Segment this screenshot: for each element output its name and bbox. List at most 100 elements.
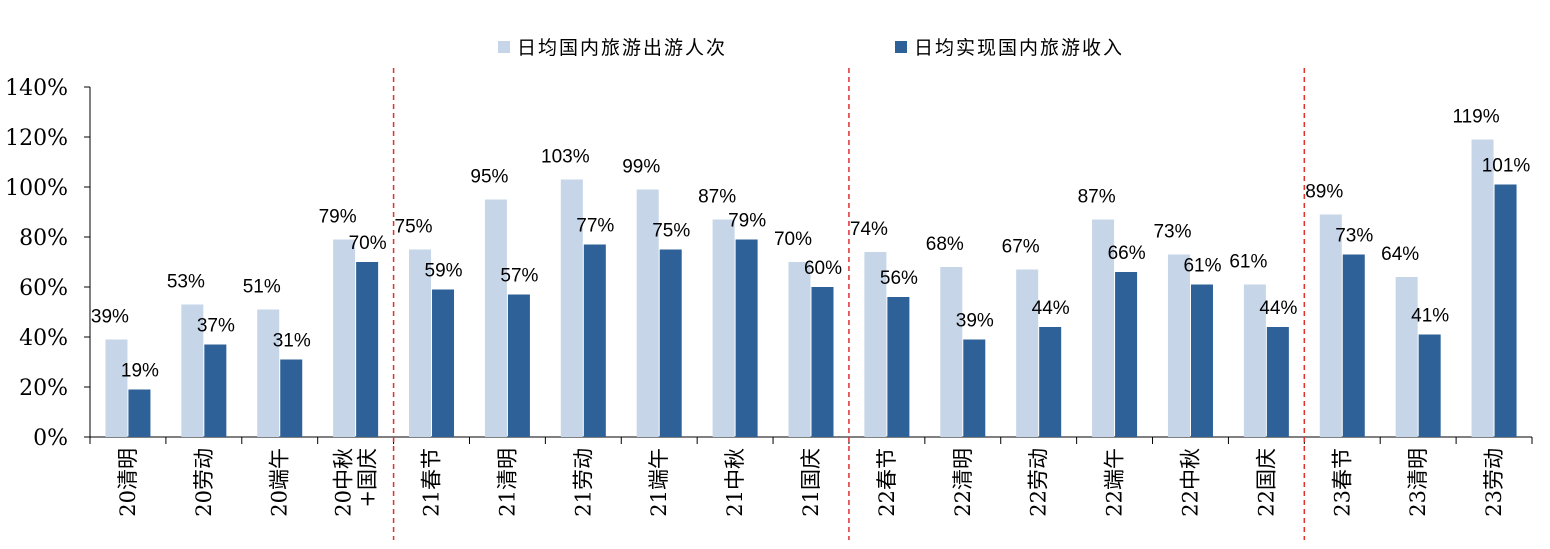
- data-label-series-1: 51%: [243, 277, 281, 298]
- bar-series-2: [583, 244, 606, 437]
- category-label: 20中秋: [332, 448, 356, 517]
- data-label-series-1: 87%: [1078, 187, 1116, 208]
- data-label-series-1: 103%: [541, 147, 590, 168]
- data-label-series-1: 53%: [167, 272, 205, 293]
- year-dividers: [392, 68, 1306, 540]
- data-label-series-2: 41%: [1411, 306, 1449, 327]
- bar-series-1: [1016, 269, 1039, 437]
- bar-series-2: [1418, 334, 1441, 437]
- y-tick-label: 80%: [19, 226, 68, 251]
- bar-series-2: [280, 359, 303, 437]
- legend-swatch-series-2: [895, 41, 907, 53]
- category-label: 22清明: [951, 448, 975, 517]
- bar-series-1: [864, 252, 887, 437]
- category-label: 20劳动: [192, 448, 216, 517]
- category-label: 22国庆: [1254, 448, 1278, 517]
- category-label: 20端午: [268, 448, 292, 517]
- bar-series-2: [128, 389, 151, 437]
- category-label: 21国庆: [799, 448, 823, 517]
- data-label-series-2: 39%: [956, 311, 994, 332]
- bar-series-2: [1494, 184, 1517, 437]
- data-label-series-1: 89%: [1305, 182, 1343, 203]
- bar-series-2: [1039, 327, 1062, 437]
- bar-series-1: [1167, 254, 1190, 437]
- bar-series-1: [105, 339, 128, 437]
- bar-series-2: [659, 249, 682, 437]
- data-label-series-2: 44%: [1032, 298, 1070, 319]
- data-label-series-2: 19%: [121, 361, 159, 382]
- data-label-series-1: 73%: [1153, 222, 1191, 243]
- category-label: +国庆: [356, 448, 380, 508]
- data-label-series-2: 77%: [576, 216, 614, 237]
- data-label-series-2: 57%: [500, 266, 538, 287]
- x-axis: [89, 436, 1533, 444]
- bar-series-1: [560, 179, 583, 437]
- bar-series-1: [181, 304, 204, 437]
- data-label-series-1: 87%: [698, 187, 736, 208]
- data-label-series-2: 60%: [804, 258, 842, 279]
- y-tick-label: 40%: [19, 326, 68, 351]
- y-axis: 0% 20% 40% 60% 80% 100% 120% 140%: [5, 76, 91, 451]
- category-label: 21春节: [420, 448, 444, 517]
- bar-series-2: [887, 297, 910, 437]
- bar-series-1: [1471, 139, 1494, 437]
- data-label-series-2: 56%: [880, 268, 918, 289]
- bar-series-2: [1190, 284, 1213, 437]
- data-label-series-2: 59%: [425, 261, 463, 282]
- category-label: 22端午: [1103, 448, 1127, 517]
- data-label-series-2: 44%: [1259, 298, 1297, 319]
- data-label-series-2: 75%: [652, 221, 690, 242]
- y-tick-label: 120%: [5, 126, 68, 151]
- bar-series-1: [1243, 284, 1266, 437]
- category-label: 22中秋: [1178, 448, 1202, 517]
- data-label-series-2: 70%: [349, 233, 387, 254]
- y-tick-label: 60%: [19, 276, 68, 301]
- bar-series-2: [1115, 272, 1138, 437]
- data-label-series-1: 64%: [1381, 244, 1419, 265]
- category-label: 21清明: [495, 448, 519, 517]
- bar-series-1: [409, 249, 432, 437]
- data-label-series-1: 68%: [926, 234, 964, 255]
- bar-series-2: [811, 287, 834, 437]
- category-label: 21端午: [647, 448, 671, 517]
- bar-series-2: [204, 344, 227, 437]
- bar-series-1: [636, 189, 659, 437]
- category-labels: 20清明 20劳动 20端午 20中秋 +国庆 21春节 21清明 21劳动 21端午 21中秋 2…: [116, 448, 1506, 517]
- category-label: 20清明: [116, 448, 140, 517]
- data-label-series-2: 79%: [728, 211, 766, 232]
- data-label-series-1: 75%: [395, 217, 433, 238]
- bar-series-1: [333, 239, 356, 437]
- y-tick-label: 0%: [33, 426, 68, 451]
- legend-label-series-2: 日均实现国内旅游收入: [914, 37, 1124, 59]
- category-label: 23春节: [1330, 448, 1354, 517]
- bar-series-1: [788, 262, 811, 437]
- data-label-series-2: 31%: [273, 331, 311, 352]
- category-label: 22劳动: [1027, 448, 1051, 517]
- data-label-series-2: 61%: [1183, 256, 1221, 277]
- bar-series-1: [712, 219, 735, 437]
- data-label-series-1: 70%: [774, 229, 812, 250]
- data-label-series-1: 95%: [470, 167, 508, 188]
- category-label: 23劳动: [1482, 448, 1506, 517]
- data-label-series-1: 99%: [622, 157, 660, 178]
- y-tick-label: 20%: [19, 376, 68, 401]
- category-label: 23清明: [1406, 448, 1430, 517]
- bar-series-1: [1092, 219, 1115, 437]
- bar-series-1: [1395, 277, 1418, 437]
- data-labels: 39% 19% 53% 37% 51% 31% 79% 70% 75% 59% 95% 57% 103%…: [91, 107, 1531, 382]
- y-tick-label: 140%: [5, 76, 68, 101]
- y-tick-label: 100%: [5, 176, 68, 201]
- bar-series-2: [432, 289, 455, 437]
- data-label-series-2: 66%: [1108, 243, 1146, 264]
- data-label-series-1: 61%: [1229, 252, 1267, 273]
- bar-series-1: [940, 267, 963, 437]
- bar-series-1: [1319, 214, 1342, 437]
- bar-series-2: [356, 262, 379, 437]
- bar-series-2: [507, 294, 530, 437]
- data-label-series-1: 119%: [1452, 107, 1499, 128]
- data-label-series-2: 73%: [1335, 226, 1373, 247]
- category-label: 21劳动: [571, 448, 595, 517]
- bar-series-1: [257, 309, 280, 437]
- bar-series-2: [735, 239, 758, 437]
